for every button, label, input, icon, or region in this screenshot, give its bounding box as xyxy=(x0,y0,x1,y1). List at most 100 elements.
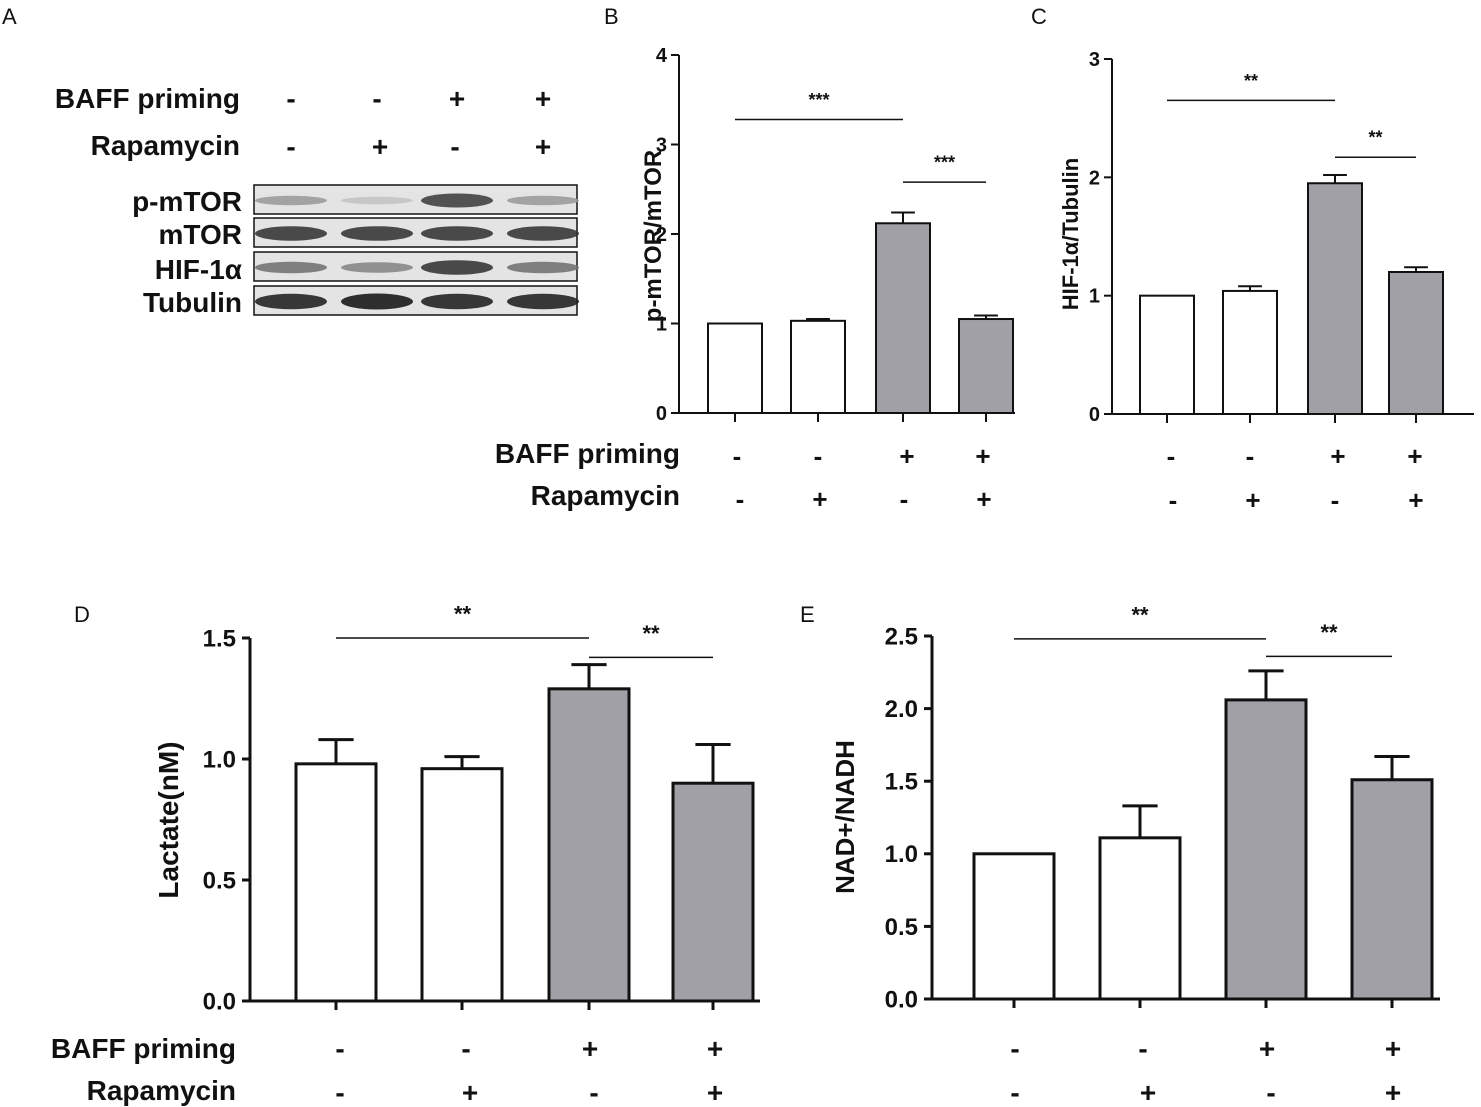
chart-b-y-tick-label-1: 1 xyxy=(656,314,667,336)
chart-e: 0.0 0.5 1.0 1.5 2.0 2.5 ** ** - - + + - + - + xyxy=(885,602,1440,1107)
chart-c-bar-3 xyxy=(1307,182,1363,415)
blot-band-hif-1--lane-2 xyxy=(341,262,413,273)
chart-c-y-tick-label-2: 2 xyxy=(1089,167,1100,189)
chart-e-rapamycin-sign-4: + xyxy=(1385,1077,1401,1107)
chart-e-y-tick-label-3: 1.5 xyxy=(885,769,918,796)
chart-e-baff-sign-3: + xyxy=(1259,1033,1275,1064)
chart-c-y-tick-label-3: 3 xyxy=(1089,49,1100,71)
blot-band-hif-1--lane-3 xyxy=(421,260,493,275)
chart-c: 0 1 2 3 ** ** - - + + - + - + xyxy=(1089,49,1474,515)
chart-d-baff-sign-3: + xyxy=(582,1033,598,1064)
chart-b-y-tick-label-2: 2 xyxy=(656,224,667,246)
panel-label-a: A xyxy=(2,4,17,29)
chart-c-rapamycin-sign-1: - xyxy=(1169,485,1178,515)
chart-e-rapamycin-sign-1: - xyxy=(1010,1077,1019,1107)
blot-band-p-mtor-lane-3 xyxy=(421,193,493,208)
chart-e-bar-2 xyxy=(1098,836,1182,1001)
chart-d-y-tick-label-3: 1.5 xyxy=(203,625,236,652)
chart-e-bar-4 xyxy=(1350,778,1434,1001)
blot-band-tubulin-lane-2 xyxy=(341,293,413,310)
blot-sign-rapa-2: + xyxy=(372,131,388,162)
blot-band-p-mtor-lane-1 xyxy=(255,195,327,206)
panel-label-e: E xyxy=(800,602,815,627)
chart-c-bar-4 xyxy=(1388,271,1444,415)
chart-e-rapamycin-sign-2: + xyxy=(1140,1077,1156,1107)
chart-d-bar-2 xyxy=(420,767,504,1003)
panel-label-b: B xyxy=(604,4,619,29)
chart-b-y-tick-label-3: 3 xyxy=(656,135,667,157)
chart-c-ylabel: HIF-1α/Tubulin xyxy=(1058,158,1083,310)
chart-c-rapamycin-sign-4: + xyxy=(1408,485,1423,515)
blot-sign-baff-3: + xyxy=(449,83,465,114)
blot-band-p-mtor-lane-2 xyxy=(341,196,413,205)
chart-b-sig-label-2: *** xyxy=(934,153,955,173)
blot-row-label-baff: BAFF priming xyxy=(55,83,240,114)
chart-c-sig-label-1: ** xyxy=(1244,71,1258,91)
chart-d-y-tick-label-0: 0.0 xyxy=(203,988,236,1015)
blot-band-mtor-lane-4 xyxy=(507,226,579,241)
chart-e-baff-sign-4: + xyxy=(1385,1033,1401,1064)
chart-d-y-tick-label-2: 1.0 xyxy=(203,746,236,773)
blot-sign-rapa-1: - xyxy=(286,131,295,162)
blot-band-tubulin-lane-3 xyxy=(421,293,493,310)
chart-b-baff-sign-1: - xyxy=(733,441,742,471)
chart-c-y-tick-label-0: 0 xyxy=(1089,404,1100,426)
blot-band-mtor-lane-1 xyxy=(255,226,327,241)
chart-e-y-tick-label-4: 2.0 xyxy=(885,696,918,723)
chart-e-baff-sign-2: - xyxy=(1138,1033,1147,1064)
chart-e-rapamycin-sign-3: - xyxy=(1266,1077,1275,1107)
chart-c-y-tick-label-1: 1 xyxy=(1089,286,1100,308)
blot-band-hif-1--lane-1 xyxy=(255,261,327,274)
panel-b: B p-mTOR/mTOR 0 1 2 3 4 *** *** - - + + - + - + BAFF p… xyxy=(495,4,1015,514)
chart-d-rapamycin-sign-3: - xyxy=(589,1077,598,1107)
chart-d-sig-label-1: ** xyxy=(454,602,472,627)
blot-sign-baff-4: + xyxy=(535,83,551,114)
panel-c: C HIF-1α/Tubulin 0 1 2 3 ** ** - - + + - + - + xyxy=(1031,4,1474,515)
chart-b-sig-label-1: *** xyxy=(808,90,829,110)
blot-strips xyxy=(253,184,579,316)
chart-e-sig-label-1: ** xyxy=(1131,602,1149,627)
blot-band-tubulin-lane-1 xyxy=(255,293,327,310)
chart-d-sig-label-2: ** xyxy=(642,621,660,646)
chart-b-y-tick-label-0: 0 xyxy=(656,403,667,425)
chart-d-ylabel: Lactate(nM) xyxy=(153,741,184,898)
blot-sign-baff-2: - xyxy=(372,83,381,114)
chart-c-sig-label-2: ** xyxy=(1368,128,1382,148)
chart-c-baff-sign-2: - xyxy=(1246,441,1255,471)
chart-b-row-label-baff: BAFF priming xyxy=(495,438,680,469)
chart-d: 0.0 0.5 1.0 1.5 ** ** - - + + - + - + xyxy=(203,602,760,1107)
blot-sign-baff-1: - xyxy=(286,83,295,114)
band-label-mtor: mTOR xyxy=(159,219,243,250)
chart-e-sig-label-2: ** xyxy=(1320,620,1338,645)
chart-b-baff-sign-4: + xyxy=(975,441,990,471)
chart-d-baff-sign-2: - xyxy=(461,1033,470,1064)
blot-band-p-mtor-lane-4 xyxy=(507,195,579,206)
blot-band-tubulin-lane-4 xyxy=(507,293,579,310)
chart-d-baff-sign-1: - xyxy=(335,1033,344,1064)
chart-e-bar-1 xyxy=(972,852,1056,1001)
blot-band-mtor-lane-3 xyxy=(421,226,493,241)
blot-sign-rapa-3: - xyxy=(450,131,459,162)
chart-e-y-tick-label-2: 1.0 xyxy=(885,841,918,868)
chart-b-bar-2 xyxy=(790,319,846,414)
chart-e-bar-3 xyxy=(1224,698,1308,1001)
chart-b-bar-4 xyxy=(958,318,1014,414)
blot-sign-rapa-4: + xyxy=(535,131,551,162)
chart-d-baff-sign-4: + xyxy=(707,1033,723,1064)
blot-band-mtor-lane-2 xyxy=(341,226,413,241)
band-label-p-mtor: p-mTOR xyxy=(132,186,242,217)
chart-e-y-tick-label-1: 0.5 xyxy=(885,914,918,941)
band-label-hif1a: HIF-1α xyxy=(155,254,242,285)
chart-d-rapamycin-sign-2: + xyxy=(462,1077,478,1107)
chart-c-baff-sign-1: - xyxy=(1167,441,1176,471)
chart-c-bar-1 xyxy=(1139,294,1195,415)
panel-d: D Lactate(nM) 0.0 0.5 1.0 1.5 ** ** - - + + - + - + B… xyxy=(51,602,760,1107)
chart-d-rapamycin-sign-4: + xyxy=(707,1077,723,1107)
blot-row-label-rapamycin: Rapamycin xyxy=(91,130,240,161)
chart-b: 0 1 2 3 4 *** *** - - + + - + - + xyxy=(656,45,1015,514)
chart-b-rapamycin-sign-4: + xyxy=(976,484,991,514)
band-label-tubulin: Tubulin xyxy=(143,287,242,318)
chart-c-rapamycin-sign-2: + xyxy=(1245,485,1260,515)
chart-b-baff-sign-2: - xyxy=(814,441,823,471)
